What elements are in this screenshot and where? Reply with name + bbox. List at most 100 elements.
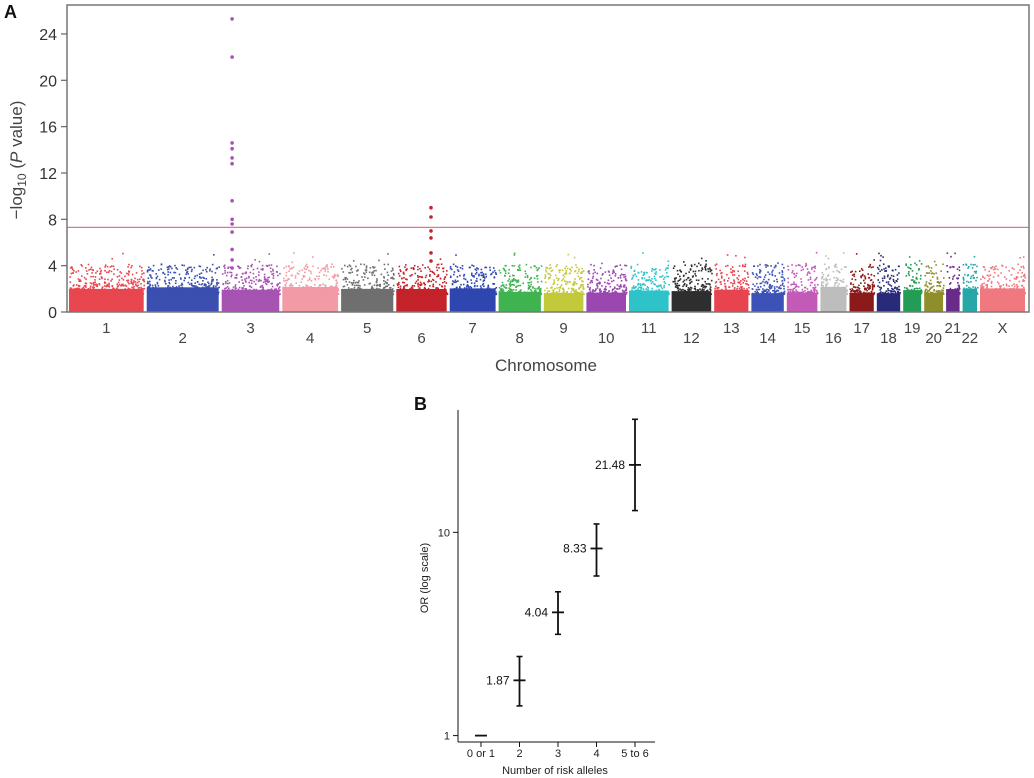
snp-point: [369, 290, 371, 292]
snp-point: [227, 282, 229, 285]
snp-point: [674, 286, 677, 288]
snp-point: [284, 279, 287, 282]
snp-point: [191, 289, 193, 291]
snp-point: [268, 276, 270, 279]
snp-point: [547, 272, 549, 275]
snp-point: [596, 284, 598, 287]
snp-point: [304, 265, 307, 267]
snp-point: [689, 278, 692, 281]
snp-point: [365, 271, 368, 273]
snp-point: [532, 287, 534, 289]
snp-point: [839, 279, 841, 282]
snp-point: [289, 268, 291, 270]
snp-point: [87, 291, 89, 293]
snp-point: [163, 279, 166, 282]
snp-point: [99, 270, 102, 273]
snp-point: [525, 293, 527, 296]
snp-point: [475, 280, 477, 282]
snp-point: [555, 291, 558, 293]
snp-point: [454, 291, 456, 293]
snp-point: [791, 271, 793, 274]
snp-point: [306, 293, 308, 295]
snp-point: [476, 267, 478, 269]
snp-point: [372, 290, 375, 292]
snp-point: [297, 291, 300, 294]
snp-point: [910, 279, 913, 281]
snp-point: [166, 293, 169, 296]
snp-point: [110, 270, 113, 273]
snp-point: [352, 282, 355, 284]
snp-point: [108, 282, 110, 285]
snp-point: [383, 283, 386, 285]
snp-point: [252, 268, 255, 271]
snp-point: [127, 281, 129, 284]
snp-point: [136, 285, 138, 287]
snp-point: [243, 290, 246, 293]
snp-point: [224, 272, 226, 274]
snp-point: [815, 293, 817, 296]
snp-point: [110, 280, 112, 282]
snp-point: [209, 284, 211, 287]
snp-point: [70, 272, 73, 275]
snp-point: [771, 285, 774, 287]
snp-point: [530, 293, 532, 296]
snp-point: [410, 286, 413, 289]
snp-point: [369, 291, 372, 294]
snp-point: [128, 289, 130, 291]
snp-point: [173, 293, 176, 295]
snp-point: [549, 274, 552, 277]
snp-point: [111, 257, 113, 260]
snp-point: [265, 264, 268, 267]
snp-point: [581, 272, 583, 274]
snp-point: [205, 270, 208, 273]
snp-point: [777, 262, 779, 264]
snp-point: [429, 285, 431, 287]
snp-point: [310, 280, 313, 282]
snp-point: [831, 289, 834, 292]
snp-point: [429, 275, 431, 277]
snp-point: [579, 286, 582, 289]
snp-point: [371, 289, 374, 291]
snp-point: [72, 268, 74, 271]
snp-point: [730, 292, 733, 295]
snp-point: [937, 292, 939, 294]
snp-point: [155, 277, 158, 280]
snp-point: [526, 274, 529, 277]
snp-point: [811, 293, 813, 296]
snp-point: [502, 267, 505, 270]
snp-point: [345, 280, 347, 283]
snp-point: [382, 288, 385, 291]
snp-point: [279, 289, 281, 292]
snp-point: [417, 282, 419, 285]
snp-point: [560, 284, 563, 286]
snp-point: [896, 278, 899, 280]
snp-point: [234, 292, 237, 295]
snp-point: [940, 270, 942, 272]
snp-point: [428, 268, 431, 270]
snp-point: [781, 263, 784, 266]
snp-point: [905, 264, 907, 267]
snp-point: [397, 293, 399, 295]
snp-point: [869, 287, 871, 289]
snp-point: [502, 288, 504, 290]
snp-point: [232, 293, 234, 296]
snp-point: [157, 293, 159, 295]
snp-point: [106, 271, 108, 274]
snp-point: [132, 291, 134, 294]
snp-point: [549, 293, 552, 295]
snp-point: [184, 291, 187, 294]
snp-point: [265, 278, 267, 281]
snp-point: [702, 286, 704, 289]
snp-point: [436, 275, 438, 278]
snp-point: [815, 278, 817, 281]
snp-point: [629, 293, 632, 296]
snp-point: [866, 289, 868, 292]
snp-point: [728, 277, 730, 280]
snp-point: [112, 287, 114, 290]
snp-point: [440, 285, 443, 287]
snp-point: [326, 293, 328, 295]
snp-point: [206, 293, 209, 295]
snp-point: [100, 272, 102, 275]
snp-point: [140, 276, 143, 278]
snp-point: [168, 268, 170, 270]
